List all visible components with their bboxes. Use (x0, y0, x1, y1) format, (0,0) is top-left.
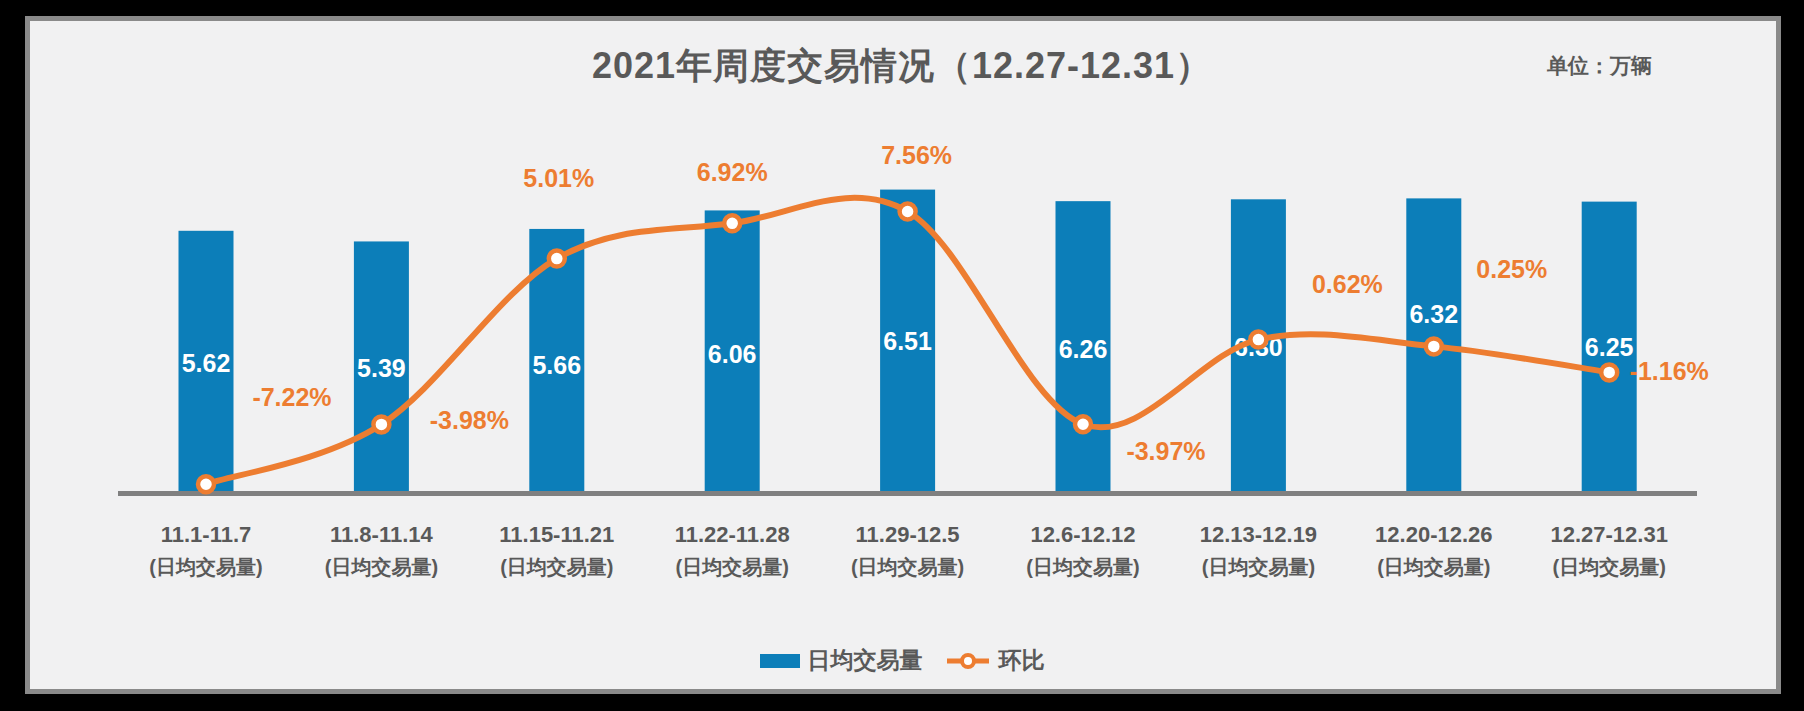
x-axis-label: 12.6-12.12 (988, 522, 1178, 548)
x-axis-sublabel: (日均交易量) (1163, 554, 1353, 581)
x-axis-label: 11.29-12.5 (813, 522, 1003, 548)
legend-line-label: 环比 (999, 645, 1045, 676)
chart-layer: 2021年周度交易情况（12.27-12.31） 单位：万辆 5.625.395… (0, 0, 1804, 711)
line-marker (1075, 416, 1091, 432)
x-axis-sublabel: (日均交易量) (813, 554, 1003, 581)
bar-series-swatch-icon (760, 654, 800, 668)
line-value-label: -3.97% (1126, 437, 1205, 465)
line-value-label: 5.01% (523, 164, 594, 192)
line-marker (549, 251, 565, 267)
x-axis-sublabel: (日均交易量) (111, 554, 301, 581)
x-axis-sublabel: (日均交易量) (637, 554, 827, 581)
legend: 日均交易量 环比 (0, 645, 1804, 676)
bar-value-label: 5.62 (182, 349, 231, 377)
line-marker (1250, 332, 1266, 348)
x-axis-sublabel: (日均交易量) (462, 554, 652, 581)
bar-value-label: 6.26 (1059, 335, 1108, 363)
x-axis-label: 11.15-11.21 (462, 522, 652, 548)
line-value-label: 6.92% (697, 158, 768, 186)
x-axis-sublabel: (日均交易量) (1514, 554, 1704, 581)
legend-item-bar: 日均交易量 (760, 645, 923, 676)
x-axis-label: 12.20-12.26 (1339, 522, 1529, 548)
line-value-label: -1.16% (1630, 357, 1709, 385)
line-marker (900, 204, 916, 220)
line-marker (373, 416, 389, 432)
x-axis-label: 12.13-12.19 (1163, 522, 1353, 548)
bar-value-label: 5.66 (532, 351, 581, 379)
bar-value-label: 6.06 (708, 340, 757, 368)
x-axis-sublabel: (日均交易量) (286, 554, 476, 581)
legend-item-line: 环比 (945, 645, 1045, 676)
line-value-label: -7.22% (252, 383, 331, 411)
line-marker (1426, 338, 1442, 354)
x-axis-label: 11.1-11.7 (111, 522, 301, 548)
line-value-label: 7.56% (881, 141, 952, 169)
x-axis-sublabel: (日均交易量) (1339, 554, 1529, 581)
x-axis-label: 11.8-11.14 (286, 522, 476, 548)
legend-bar-label: 日均交易量 (808, 645, 923, 676)
chart-plot-svg: 5.625.395.666.066.516.266.306.326.25-7.2… (0, 0, 1804, 711)
line-marker (198, 476, 214, 492)
line-series-swatch-icon (945, 651, 991, 671)
bar-value-label: 6.51 (883, 327, 932, 355)
x-axis-line (118, 491, 1697, 496)
bar-value-label: 6.25 (1585, 333, 1634, 361)
bar-value-label: 5.39 (357, 354, 406, 382)
line-value-label: 0.62% (1312, 270, 1383, 298)
line-value-label: 0.25% (1476, 255, 1547, 283)
x-axis-sublabel: (日均交易量) (988, 554, 1178, 581)
line-marker (1601, 364, 1617, 380)
x-axis-label: 12.27-12.31 (1514, 522, 1704, 548)
line-marker (724, 215, 740, 231)
line-value-label: -3.98% (430, 406, 509, 434)
bar-value-label: 6.32 (1409, 300, 1458, 328)
x-axis-label: 11.22-11.28 (637, 522, 827, 548)
